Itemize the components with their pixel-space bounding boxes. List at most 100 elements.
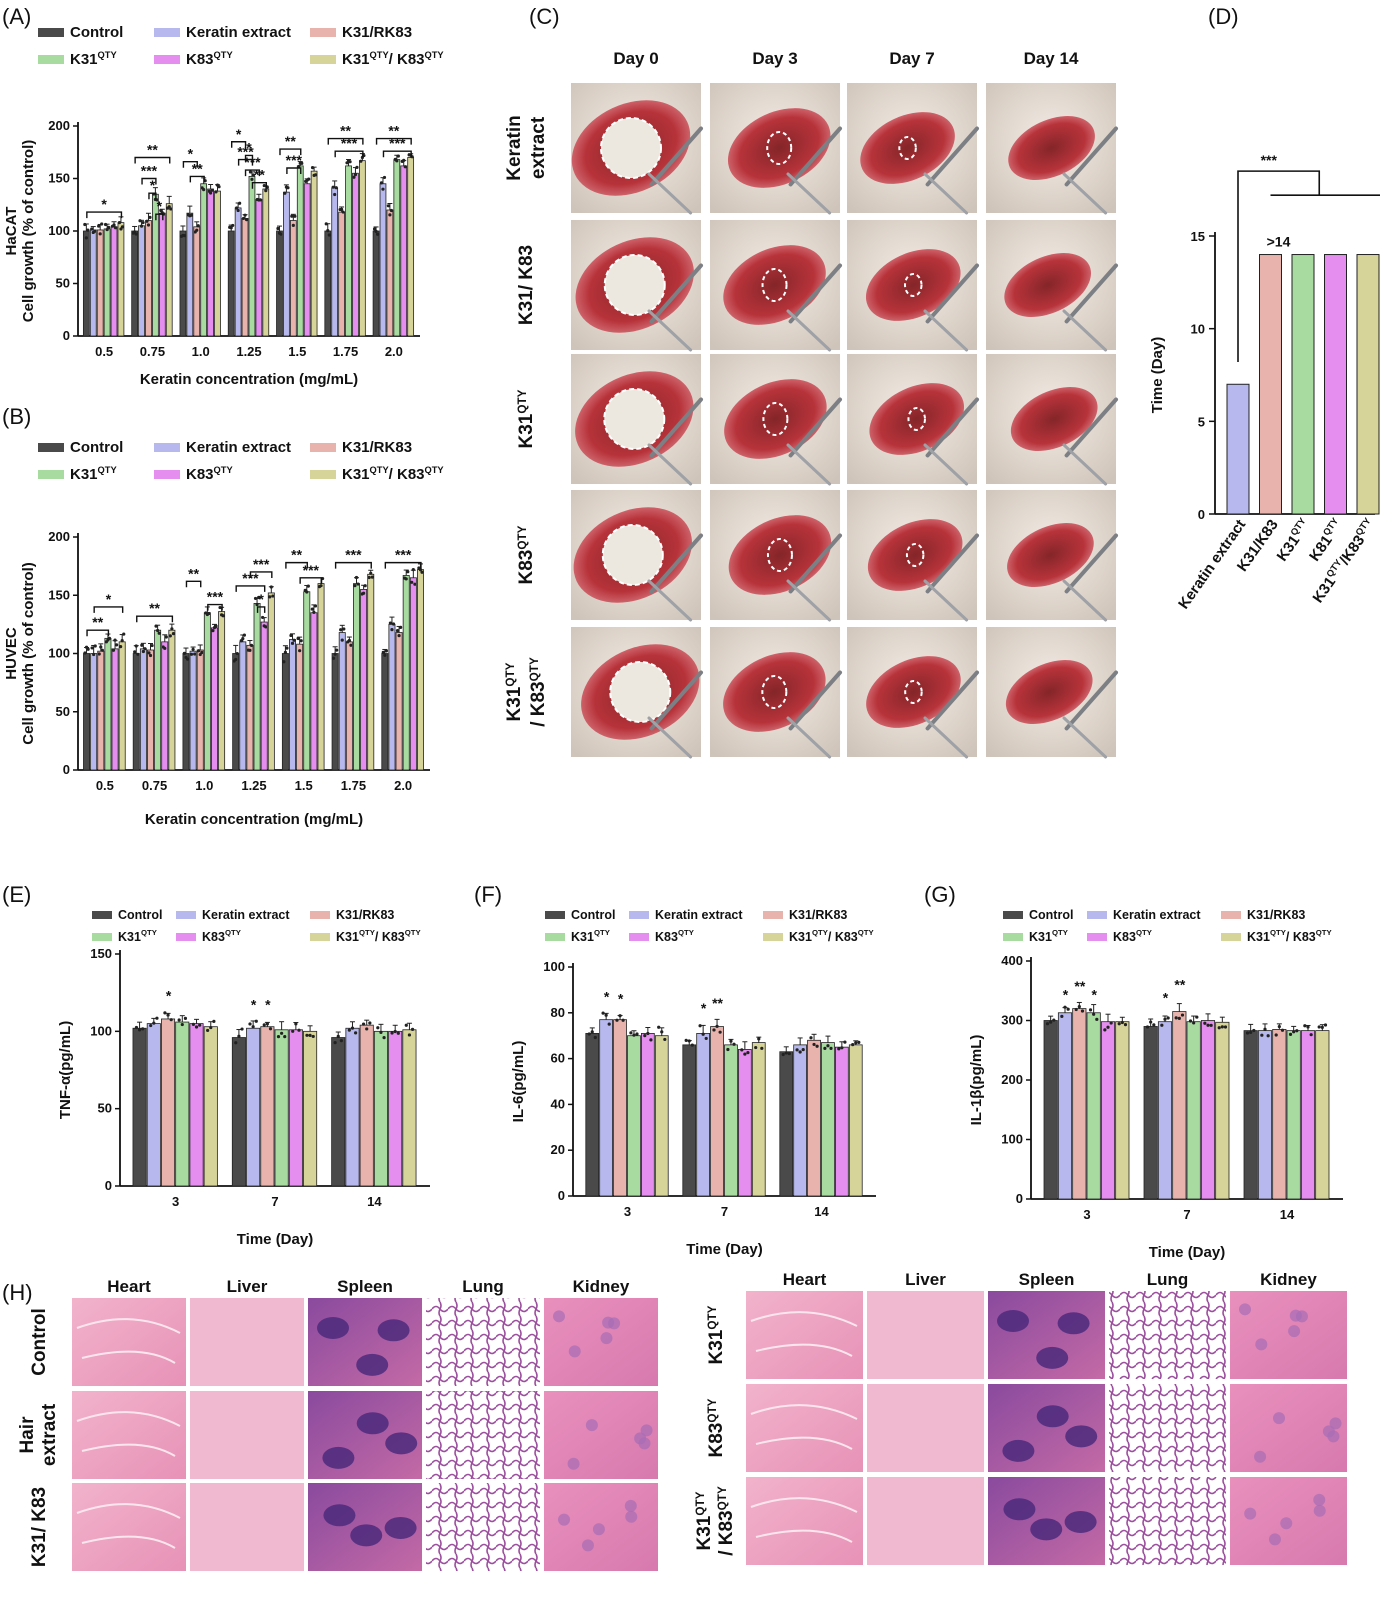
chart-e-legend-label-1: Keratin extract xyxy=(202,908,290,922)
chart-e-dot-1-0-0 xyxy=(234,1041,238,1045)
chart-e-legend-swatch-5 xyxy=(310,933,330,941)
chart-a-bar-4-2 xyxy=(289,220,297,337)
wound-photo-2-2 xyxy=(847,354,979,486)
chart-b-dot-1-2-1 xyxy=(148,653,153,658)
histo-left-tissue-2-3 xyxy=(426,1483,540,1571)
histo-left-tissue-0-1 xyxy=(190,1298,304,1386)
histo-left-tissue-2-2 xyxy=(308,1483,422,1571)
chart-a-dot-4-5-0 xyxy=(310,165,315,170)
histo-left-col-header-2: Spleen xyxy=(337,1277,393,1296)
chart-g-dot-0-5-0 xyxy=(1117,1022,1121,1026)
chart-a-xtick-label-1: 0.75 xyxy=(140,344,165,359)
chart-b-dot-5-3-0 xyxy=(353,584,357,588)
chart-f-legend-swatch-5 xyxy=(763,933,783,941)
histo-left-tissue-0-0 xyxy=(72,1298,186,1386)
chart-g-dot-2-2-0 xyxy=(1274,1033,1278,1037)
chart-e-bar-2-5 xyxy=(402,1029,417,1187)
panel-label-h: (H) xyxy=(2,1280,33,1305)
histo-right-tissue-1-2 xyxy=(988,1384,1105,1472)
chart-f-dot-0-3-2 xyxy=(635,1032,639,1036)
chart-f-dot-1-4-0 xyxy=(740,1048,744,1052)
chart-f-dot-1-3-0 xyxy=(726,1047,730,1052)
chart-g-dot-2-1-0 xyxy=(1260,1033,1264,1037)
chart-e-legend-swatch-3 xyxy=(92,933,112,941)
chart-a-sig-2: *** xyxy=(141,163,158,179)
chart-g-xtick-label-0: 3 xyxy=(1083,1207,1090,1222)
chart-a-dot-2-5-2 xyxy=(217,185,221,189)
chart-e-dot-1-4-2 xyxy=(297,1028,301,1032)
chart-a-dot-5-5-0 xyxy=(359,159,363,163)
chart-e-legend-swatch-4 xyxy=(176,933,196,941)
chart-b-bar-6-4 xyxy=(409,577,417,771)
chart-g-dot-1-0-2 xyxy=(1152,1023,1156,1027)
chart-a-dot-1-1-1 xyxy=(139,224,144,228)
chart-g-bar-2-2 xyxy=(1272,1029,1287,1200)
chart-a-dot-4-5-2 xyxy=(314,173,318,177)
chart-a-dot-6-1-1 xyxy=(381,187,385,191)
chart-b-dot-4-1-2 xyxy=(292,638,296,642)
chart-b-ytick-label-0: 0 xyxy=(63,762,70,777)
chart-g-dot-2-0-2 xyxy=(1252,1028,1256,1033)
chart-g-dot-0-4-1 xyxy=(1106,1025,1110,1029)
histology-grid: Heart Liver Spleen Lung Kidney Control Hair ext… xyxy=(17,1270,1347,1571)
chart-e-dot-0-0-1 xyxy=(137,1028,142,1032)
chart-a-bar-4-5 xyxy=(310,170,318,337)
chart-b-dot-6-4-1 xyxy=(411,567,415,572)
chart-b-dot-6-5-2 xyxy=(420,570,424,574)
histo-right-tissue-0-1 xyxy=(867,1291,984,1379)
chart-g-dot-0-3-0 xyxy=(1088,1008,1093,1012)
chart-a-dot-4-1-2 xyxy=(286,186,290,190)
chart-b-bar-3-0 xyxy=(232,653,240,771)
panel-label-e: (E) xyxy=(2,882,31,907)
chart-b-dot-3-3-0 xyxy=(253,596,258,601)
chart-a-dot-5-3-2 xyxy=(348,160,352,164)
chart-a-sig-0: * xyxy=(101,196,107,212)
chart-b-dot-5-4-2 xyxy=(363,584,367,588)
chart-b-dot-4-0-0 xyxy=(282,660,286,664)
chart-a-bar-5-3 xyxy=(345,165,352,337)
chart-b-dot-0-5-1 xyxy=(120,639,124,643)
chart-g-dot-1-5-1 xyxy=(1220,1025,1224,1029)
chart-f-dot-0-2-0 xyxy=(615,1018,619,1022)
chart-b-dot-2-1-1 xyxy=(191,647,195,652)
chart-e-dot-2-0-2 xyxy=(339,1039,343,1043)
chart-e-bar-0-5 xyxy=(203,1026,218,1187)
chart-b-dot-1-5-0 xyxy=(168,634,172,638)
chart-a-dot-6-2-0 xyxy=(386,204,390,208)
chart-g-dot-0-5-1 xyxy=(1120,1020,1124,1025)
chart-a-bracket-4 xyxy=(155,213,164,221)
chart-g-dot-2-3-2 xyxy=(1295,1029,1299,1033)
chart-b-ytick-label-4: 200 xyxy=(48,529,70,544)
chart-a-sig-9: * xyxy=(246,139,252,155)
chart-a-dot-5-4-2 xyxy=(355,165,359,169)
chart-e-ytick-label-3: 150 xyxy=(90,946,112,961)
chart-b-dot-6-0-0 xyxy=(381,650,385,654)
chart-e-dot-0-2-0 xyxy=(163,1011,167,1015)
chart-g-dot-2-1-1 xyxy=(1263,1027,1267,1031)
chart-a-legend-swatch-4 xyxy=(154,55,180,64)
chart-b-dot-4-4-1 xyxy=(312,610,316,614)
chart-b-dot-4-0-2 xyxy=(285,646,289,650)
chart-e-dot-2-4-2 xyxy=(396,1031,400,1035)
chart-e-dot-2-0-0 xyxy=(333,1041,337,1045)
histo-left-tissue-1-1 xyxy=(190,1391,304,1479)
chart-g-dot-2-4-1 xyxy=(1306,1025,1310,1029)
wound-photo-0-1 xyxy=(710,83,842,215)
chart-a-legend-label-5: K31QTY/ K83QTY xyxy=(342,50,444,68)
chart-e-dot-0-1-0 xyxy=(149,1023,153,1028)
chart-g-bar-1-0 xyxy=(1143,1026,1158,1200)
chart-f-dot-2-5-2 xyxy=(857,1040,861,1044)
chart-a-dot-4-2-0 xyxy=(290,214,294,218)
chart-e-bar-1-2 xyxy=(260,1026,275,1187)
chart-b-dot-3-0-1 xyxy=(234,657,238,662)
chart-f-dot-2-3-0 xyxy=(823,1046,827,1051)
chart-d-bracket xyxy=(1237,170,1321,363)
chart-a-bar-5-1 xyxy=(331,187,339,337)
chart-d-gt14-label: >14 xyxy=(1267,234,1291,250)
chart-g-dot-0-2-1 xyxy=(1077,1005,1081,1009)
chart-g-legend-label-5: K31QTY/ K83QTY xyxy=(1247,928,1333,944)
wound-photo-2-3 xyxy=(986,354,1118,486)
chart-a-dot-2-4-1 xyxy=(208,191,213,195)
chart-f-dot-0-1-0 xyxy=(601,1011,605,1015)
